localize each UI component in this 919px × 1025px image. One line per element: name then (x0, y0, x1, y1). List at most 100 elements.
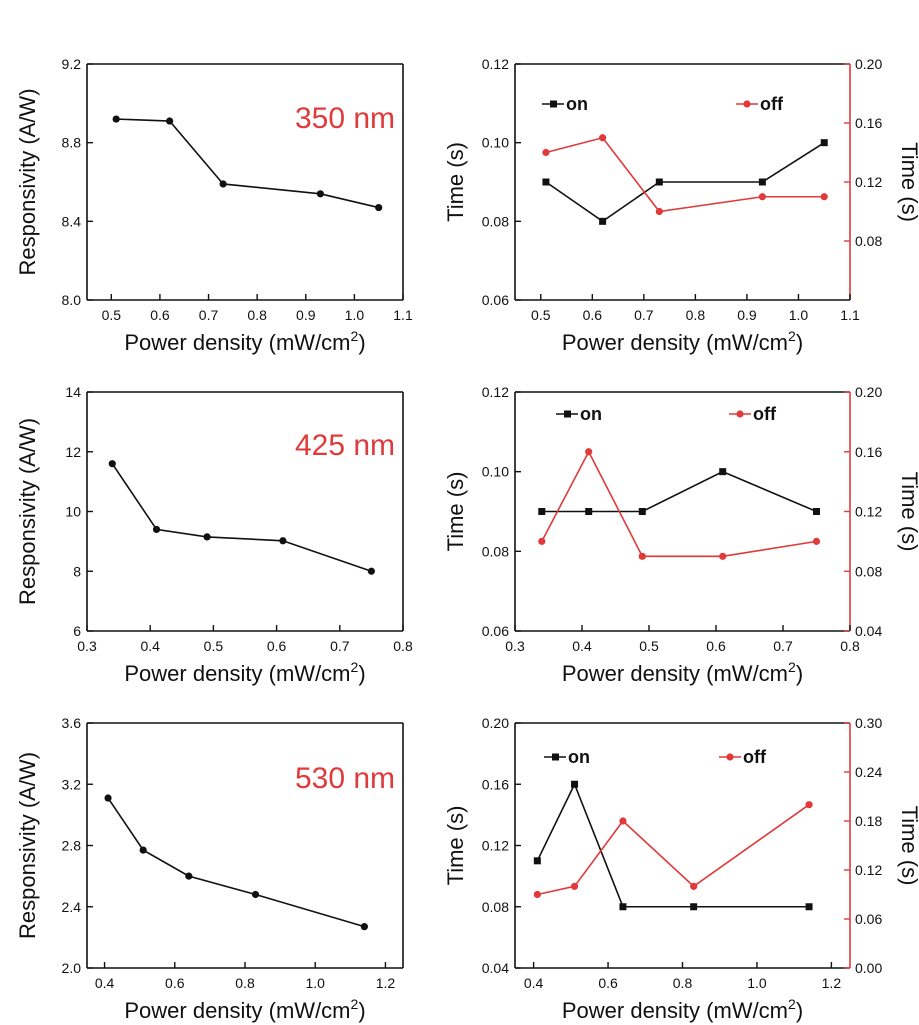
y-tick-label: 0.10 (482, 135, 509, 151)
x-tick-label: 0.8 (235, 975, 255, 991)
x-tick-label: 1.0 (789, 307, 809, 323)
right-y-axis-label: Time (s) (897, 806, 919, 886)
x-tick-label: 0.8 (393, 638, 413, 654)
y-tick-label: 0.06 (482, 292, 509, 308)
data-point-square (655, 178, 663, 186)
right-y-axis-label: Time (s) (897, 472, 919, 552)
y-tick-label: 8.4 (62, 213, 82, 229)
y-tick-label: 0.10 (482, 464, 509, 480)
right-y-tick-label: 0.24 (855, 764, 882, 780)
x-tick-label: 0.7 (773, 638, 793, 654)
data-point-circle (279, 537, 287, 545)
y-tick-label: 8.8 (62, 135, 82, 151)
data-point-circle (655, 207, 663, 216)
x-axis-label-main: Power density (mW/cm (124, 661, 350, 686)
data-point-circle (812, 537, 821, 545)
x-axis-label-end: ) (358, 330, 365, 355)
y-axis-label: Responsivity (A/W) (15, 752, 40, 939)
x-tick-label: 0.7 (634, 307, 654, 323)
x-axis-label-sup: 2 (788, 659, 796, 675)
x-tick-label: 0.6 (150, 307, 170, 323)
legend-label: off (760, 94, 784, 114)
y-axis-label: Responsivity (A/W) (15, 88, 40, 275)
y-tick-label: 3.2 (62, 776, 82, 792)
right-y-tick-label: 0.06 (855, 911, 882, 927)
right-y-tick-label: 0.30 (855, 715, 882, 731)
right-y-tick-label: 0.08 (855, 233, 882, 249)
y-tick-label: 8 (73, 563, 81, 579)
right-y-tick-label: 0.12 (855, 862, 882, 878)
series-line-off (537, 804, 810, 896)
data-point-square (820, 139, 828, 147)
data-point-square (813, 508, 820, 515)
right-y-tick-label: 0.16 (855, 115, 882, 131)
x-tick-label: 0.5 (531, 307, 551, 323)
right-y-tick-label: 0.20 (855, 384, 882, 400)
legend-label: off (743, 747, 767, 767)
legend-marker-circle (743, 100, 751, 108)
y-axis-label: Time (s) (443, 142, 468, 222)
x-tick-label: 0.6 (583, 307, 603, 323)
y-axis-label: Responsivity (A/W) (15, 418, 40, 605)
x-tick-label: 0.3 (505, 638, 525, 654)
chart-panel-2: 0.5 0.6 0.7 0.8 0.9 1.0 1.1 0.06 0.08 0.10 0.12 0.0… (443, 56, 919, 355)
data-point-circle (638, 552, 646, 560)
data-point-circle (219, 180, 227, 188)
x-tick-label: 0.5 (102, 307, 122, 323)
x-tick-label: 0.4 (524, 975, 544, 991)
data-point-circle (112, 115, 120, 123)
data-point-square (571, 780, 579, 788)
data-point-circle (542, 148, 550, 157)
x-tick-label: 0.6 (598, 975, 618, 991)
data-point-circle (152, 525, 161, 534)
right-y-tick-label: 0.08 (855, 563, 882, 579)
data-point-square (690, 903, 698, 911)
y-tick-label: 0.12 (482, 384, 509, 400)
chart-panel-3: 0.3 0.4 0.5 0.6 0.7 0.8 6 8 10 12 14 Power density … (15, 384, 413, 686)
data-point-square (719, 468, 727, 476)
right-y-tick-label: 0.00 (855, 960, 882, 976)
x-axis-label-main: Power density (mW/cm (124, 998, 350, 1023)
right-y-tick-label: 0.04 (855, 623, 882, 639)
y-tick-label: 3.6 (62, 715, 82, 731)
x-tick-label: 1.2 (822, 975, 842, 991)
legend-label: on (568, 747, 590, 767)
x-axis-label-main: Power density (mW/cm (562, 661, 788, 686)
right-y-tick-label: 0.20 (855, 56, 882, 72)
chart-panel-5: 0.4 0.6 0.8 1.0 1.2 2.0 2.4 2.8 3.2 3.6 Power dens… (15, 715, 404, 1023)
y-tick-label: 0.12 (482, 56, 509, 72)
series-line (107, 797, 365, 928)
series-line (111, 463, 372, 573)
x-tick-label: 1.0 (747, 975, 767, 991)
chart-panel-6: 0.4 0.6 0.8 1.0 1.2 0.04 0.08 0.12 0.16 0.20 0.00 0… (443, 715, 919, 1023)
series-line-on (536, 782, 810, 908)
x-axis-label-end: ) (796, 661, 803, 686)
x-tick-label: 0.9 (296, 307, 316, 323)
y-tick-label: 0.06 (482, 623, 509, 639)
right-y-tick-label: 0.12 (855, 174, 882, 190)
data-point-circle (108, 460, 116, 468)
data-point-circle (820, 193, 828, 201)
y-tick-label: 0.08 (482, 899, 509, 915)
y-tick-label: 0.16 (482, 776, 509, 792)
data-point-square (758, 178, 766, 186)
right-y-axis-label: Time (s) (897, 142, 919, 222)
y-axis-label: Time (s) (443, 806, 468, 886)
data-point-circle (719, 552, 727, 560)
data-point-circle (538, 537, 546, 545)
data-point-circle (185, 872, 193, 880)
x-tick-label: 0.6 (267, 638, 287, 654)
x-axis-label-end: ) (358, 998, 365, 1023)
data-point-circle (758, 193, 766, 201)
wavelength-annotation: 350 nm (295, 102, 395, 135)
y-tick-label: 0.12 (482, 838, 509, 854)
series-line-off (541, 450, 817, 558)
data-point-square (619, 903, 627, 911)
data-point-circle (367, 567, 375, 575)
data-point-circle (166, 117, 174, 125)
x-tick-label: 0.6 (165, 975, 185, 991)
y-tick-label: 0.08 (482, 543, 509, 559)
right-y-tick-label: 0.16 (855, 444, 882, 460)
x-tick-label: 0.5 (204, 638, 224, 654)
